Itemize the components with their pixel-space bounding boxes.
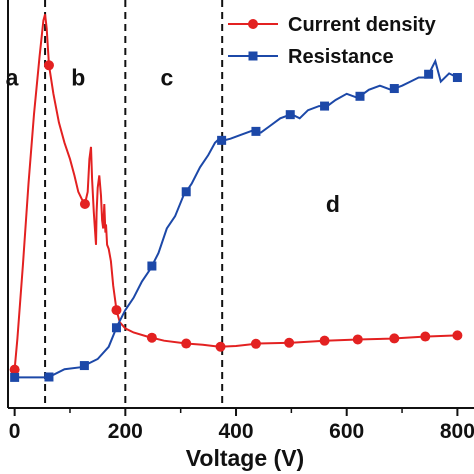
series-current-density bbox=[9, 14, 463, 375]
data-point bbox=[352, 334, 363, 345]
region-label-d: d bbox=[326, 191, 340, 217]
data-point bbox=[181, 187, 191, 197]
legend-marker-0 bbox=[248, 19, 258, 29]
region-label-c: c bbox=[160, 65, 173, 91]
data-point bbox=[215, 341, 226, 352]
data-point bbox=[181, 338, 192, 349]
data-point bbox=[111, 305, 122, 316]
series-resistance bbox=[10, 58, 462, 382]
data-point bbox=[420, 331, 431, 342]
data-point bbox=[389, 84, 399, 94]
legend-label-0: Current density bbox=[288, 14, 437, 36]
data-point bbox=[9, 364, 20, 375]
legend-label-1: Resistance bbox=[288, 46, 394, 68]
region-label-b: b bbox=[71, 65, 85, 91]
x-tick-label: 600 bbox=[329, 420, 364, 443]
axes: 0 200 400 600 800 bbox=[7, 0, 474, 443]
data-point bbox=[355, 91, 365, 101]
data-point bbox=[285, 110, 295, 120]
data-point bbox=[43, 60, 54, 71]
x-tick-label: 800 bbox=[440, 420, 474, 443]
plot-series bbox=[9, 14, 463, 382]
data-point bbox=[284, 337, 295, 348]
data-point bbox=[44, 372, 54, 382]
region-divider-lines bbox=[44, 0, 224, 408]
x-tick-label: 0 bbox=[9, 420, 21, 443]
data-point bbox=[389, 333, 400, 344]
data-point bbox=[79, 361, 89, 371]
data-point bbox=[146, 332, 157, 343]
data-point bbox=[250, 338, 261, 349]
data-point bbox=[10, 372, 20, 382]
legend: Current density Resistance bbox=[228, 14, 437, 68]
data-point bbox=[452, 73, 462, 83]
legend-marker-1 bbox=[248, 51, 258, 61]
x-tick-label: 400 bbox=[218, 420, 253, 443]
x-tick-label: 200 bbox=[108, 420, 143, 443]
data-point bbox=[147, 261, 157, 271]
data-point bbox=[111, 323, 121, 333]
data-point bbox=[452, 330, 463, 341]
data-point bbox=[79, 199, 90, 209]
data-point bbox=[217, 135, 227, 145]
region-label-a: a bbox=[6, 65, 19, 91]
data-point bbox=[251, 126, 261, 136]
series-line-1 bbox=[14, 58, 458, 379]
region-labels: a b c d bbox=[6, 65, 340, 217]
data-point bbox=[424, 69, 434, 79]
data-point bbox=[320, 101, 330, 111]
x-axis-title: Voltage (V) bbox=[186, 445, 304, 471]
data-point bbox=[319, 335, 330, 346]
